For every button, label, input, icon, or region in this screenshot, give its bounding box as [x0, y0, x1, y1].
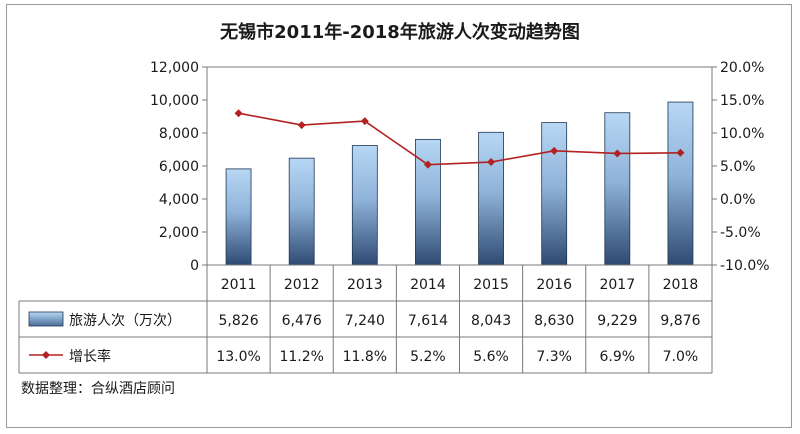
right-tick-label: 5.0%	[720, 159, 756, 175]
category-label: 2015	[473, 277, 509, 293]
line-point	[487, 158, 496, 167]
combo-chart: 无锡市2011年-2018年旅游人次变动趋势图 0 2,000 4,000 6,000…	[18, 21, 770, 397]
chart-title: 无锡市2011年-2018年旅游人次变动趋势图	[220, 21, 580, 43]
legend-line-label: 增长率	[69, 348, 111, 365]
right-axis: -10.0% -5.0% 0.0% 5.0% 10.0% 15.0% 20.0%	[712, 60, 770, 274]
bar	[667, 101, 694, 266]
left-tick-label: 4,000	[159, 192, 199, 208]
line-point	[423, 160, 432, 169]
bar-series	[225, 101, 694, 266]
growth-value-cell: 6.9%	[600, 349, 636, 365]
right-tick-label: 20.0%	[720, 60, 764, 76]
right-tick-label: 0.0%	[720, 192, 756, 208]
bar	[351, 145, 378, 266]
legend-bar-swatch	[28, 311, 64, 327]
category-label: 2013	[347, 277, 383, 293]
right-tick-label: -10.0%	[720, 258, 770, 274]
left-tick-label: 6,000	[159, 159, 199, 175]
category-label: 2011	[221, 277, 257, 293]
growth-value-cell: 13.0%	[216, 349, 260, 365]
growth-line-series	[234, 109, 685, 169]
line-point	[234, 109, 243, 118]
line-point	[360, 117, 369, 126]
bar	[478, 131, 504, 266]
left-tick-label: 10,000	[150, 93, 199, 109]
line-point	[550, 146, 559, 155]
left-tick-label: 2,000	[159, 225, 199, 241]
bar	[541, 122, 568, 266]
bar	[415, 138, 441, 266]
growth-value-cell: 7.3%	[536, 349, 572, 365]
line-point	[676, 148, 685, 157]
plot-area	[206, 66, 713, 266]
left-tick-label: 0	[190, 258, 199, 274]
bar-value-cell: 7,240	[345, 313, 385, 329]
bar	[604, 112, 631, 266]
line-point	[297, 121, 306, 130]
growth-value-cell: 5.6%	[473, 349, 509, 365]
right-tick-label: 10.0%	[720, 126, 764, 142]
left-tick-label: 8,000	[159, 126, 199, 142]
bar-value-cell: 5,826	[219, 313, 259, 329]
category-label: 2016	[536, 277, 572, 293]
bar-value-cell: 8,630	[534, 313, 574, 329]
bar-value-cell: 9,229	[597, 313, 637, 329]
source-note: 数据整理：合纵酒店顾问	[21, 381, 175, 397]
left-axis: 0 2,000 4,000 6,000 8,000 10,000 12,000	[150, 60, 207, 274]
legend-line-marker	[42, 351, 50, 359]
line-point	[613, 149, 622, 158]
bar	[288, 157, 315, 266]
left-tick-label: 12,000	[150, 60, 199, 76]
growth-value-cell: 7.0%	[663, 349, 699, 365]
growth-value-cell: 11.2%	[279, 349, 323, 365]
bar-value-cell: 7,614	[408, 313, 448, 329]
data-table: 2011 2012 2013 2014 2015 2016 2017 2018 旅游人次（万次）…	[18, 264, 713, 374]
right-tick-label: -5.0%	[720, 225, 761, 241]
category-label: 2014	[410, 277, 446, 293]
chart-frame: 无锡市2011年-2018年旅游人次变动趋势图 0 2,000 4,000 6,000…	[6, 4, 792, 428]
category-label: 2012	[284, 277, 320, 293]
right-tick-label: 15.0%	[720, 93, 764, 109]
bar-value-cell: 9,876	[660, 313, 700, 329]
bar-value-cell: 6,476	[282, 313, 322, 329]
category-label: 2017	[599, 277, 635, 293]
category-label: 2018	[663, 277, 699, 293]
bar-value-cell: 8,043	[471, 313, 511, 329]
growth-value-cell: 11.8%	[343, 349, 387, 365]
bar	[225, 168, 252, 266]
legend-bar-label: 旅游人次（万次）	[69, 313, 181, 329]
growth-value-cell: 5.2%	[410, 349, 446, 365]
growth-line	[238, 112, 681, 166]
